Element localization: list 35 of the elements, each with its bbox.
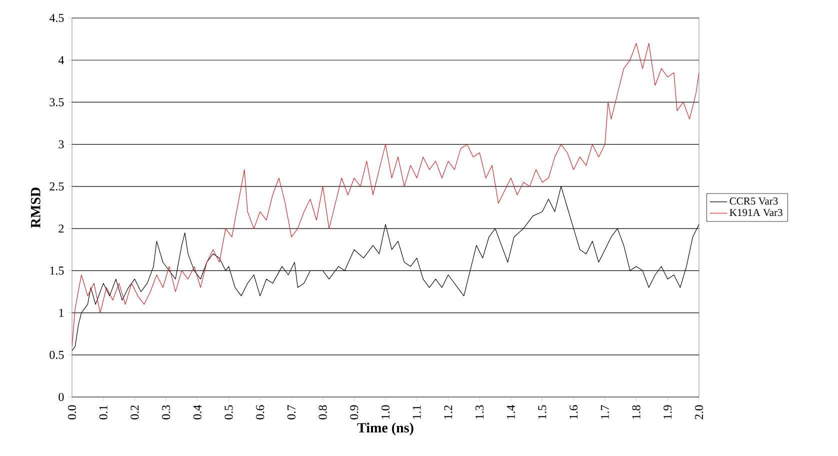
x-tick-label: 0.4 [193,404,202,420]
x-tick-label: 0.9 [350,405,358,420]
y-tick-label: 2.5 [50,182,64,191]
x-tick-label: 0.7 [287,405,296,420]
legend-label: K191A Var3 [730,209,782,216]
x-tick-label: 0.0 [68,405,76,420]
y-tick-label: 2 [58,224,64,233]
y-tick-label: 1 [59,308,64,317]
x-tick-label: 1.0 [381,405,390,419]
y-tick-label: 0.5 [50,350,64,359]
x-tick-label: 1.1 [412,406,421,419]
x-tick-label: 1.3 [475,405,484,419]
x-axis-title: Time (ns) [357,422,414,436]
y-tick-label: 1.5 [50,266,64,275]
y-axis-title: RMSD [30,188,40,228]
y-tick-label: 0 [58,392,64,402]
y-tick-label: 3.5 [50,98,64,106]
x-tick-label: 0.3 [162,405,170,420]
x-tick-label: 0.2 [130,405,139,420]
x-tick-label: 1.5 [538,405,546,419]
x-tick-label: 0.8 [318,405,327,420]
x-tick-label: 1.6 [570,405,578,419]
x-tick-label: 2.0 [694,405,704,420]
y-tick-label: 4 [58,56,64,64]
x-tick-label: 0.6 [256,405,264,420]
x-tick-label: 1.8 [632,405,640,419]
x-tick-label: 1.9 [664,405,672,419]
y-tick-label: 4.5 [49,14,64,22]
x-tick-label: 0.5 [224,405,233,420]
y-tick-label: 3 [58,140,64,148]
x-tick-label: 1.4 [506,404,515,419]
x-tick-label: 1.2 [444,405,452,419]
x-tick-label: 0.1 [99,406,108,420]
x-tick-label: 1.7 [600,405,609,419]
legend-label: CCR5 Var3 [730,198,778,205]
